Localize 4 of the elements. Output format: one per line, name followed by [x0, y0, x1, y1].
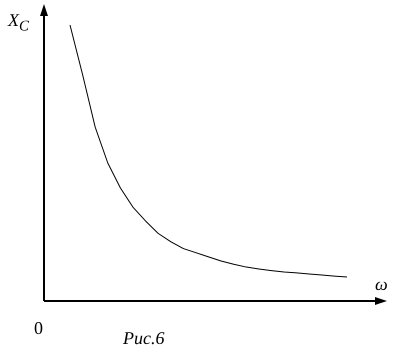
y-axis-title: X$_{C}$ [8, 10, 30, 36]
x-axis-title: ω [375, 274, 388, 295]
text: Рис.6 [123, 328, 164, 349]
text: 0 [34, 318, 43, 339]
